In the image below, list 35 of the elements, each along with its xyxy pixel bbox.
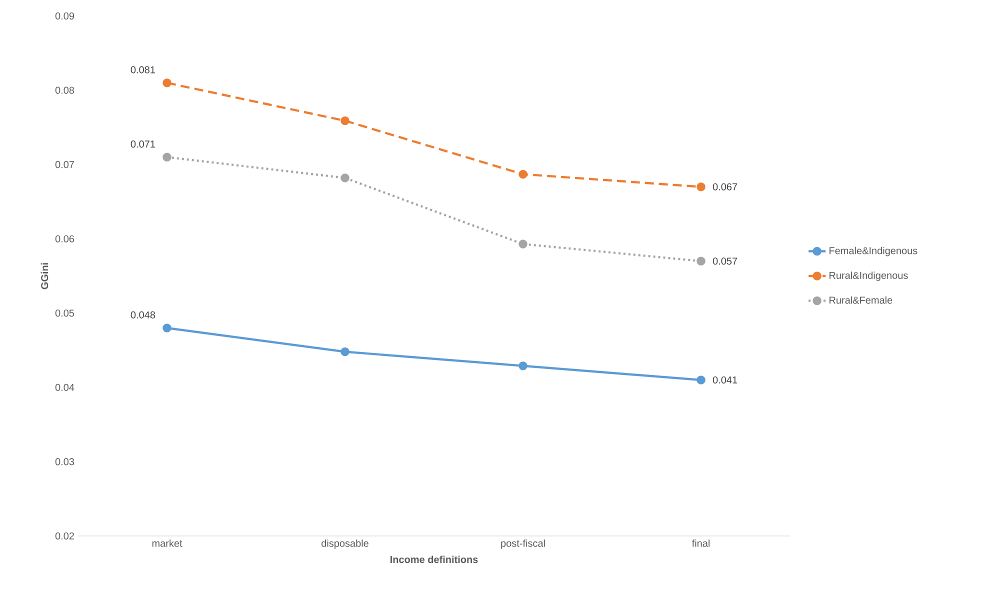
x-axis-title: Income definitions [390,556,478,564]
legend-label: Rural&Female [830,296,892,304]
point [340,116,350,126]
legend-label: Female&Indigenous [830,246,918,256]
y-tick-label: 0.06 [55,235,74,242]
point [340,347,350,356]
data-label: 0.071 [130,140,155,148]
point [696,182,706,192]
x-tick-label: disposable [322,540,368,549]
y-tick-label: 0.08 [55,86,74,94]
data-label: 0.057 [712,258,738,265]
y-tick-label: 0.04 [55,384,74,391]
y-tick-label: 0.02 [55,532,74,540]
y-tick-label: 0.07 [55,161,74,168]
point [340,174,350,182]
point [162,152,172,162]
point [518,361,528,370]
point [696,256,706,266]
y-tick-label: 0.03 [55,458,74,466]
data-label: 0.048 [130,311,156,318]
point [162,78,172,88]
point [518,170,528,179]
x-tick-label: final [692,540,710,547]
data-label: 0.067 [712,183,738,190]
x-tick-label: post-fiscal [501,540,545,549]
y-tick-label: 0.05 [55,310,74,317]
y-axis-title: GGini [40,263,48,290]
point [518,240,528,248]
y-tick-label: 0.09 [55,12,74,20]
data-label: 0.041 [712,376,738,384]
point [696,376,706,384]
legend-label: Rural&Indigenous [830,272,908,281]
point [162,324,172,332]
data-label: 0.081 [130,66,155,74]
x-tick-label: market [152,540,182,547]
